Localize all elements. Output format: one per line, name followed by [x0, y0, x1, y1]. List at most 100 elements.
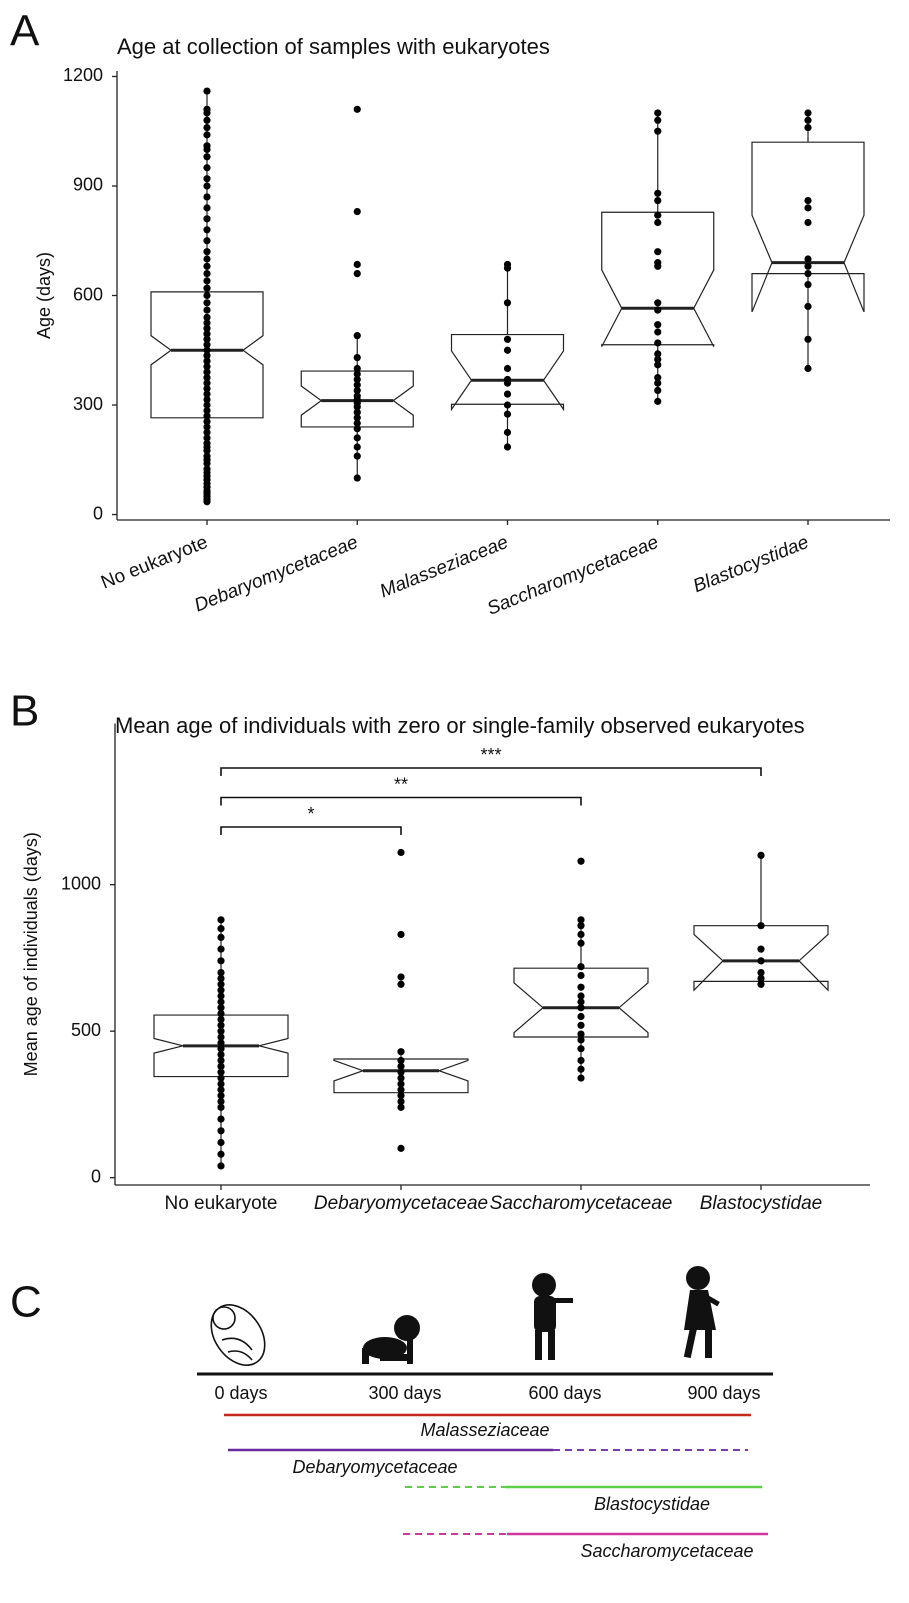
- data-point: [203, 116, 211, 124]
- data-point: [203, 204, 211, 212]
- data-point: [804, 196, 812, 205]
- data-point: [757, 974, 765, 983]
- x-tick-label: No eukaryote: [98, 532, 211, 594]
- data-point: [397, 1056, 405, 1065]
- data-point: [353, 408, 361, 416]
- data-point: [217, 1092, 225, 1100]
- data-point: [654, 218, 662, 227]
- data-point: [217, 1150, 225, 1158]
- y-tick-label: 600: [73, 284, 103, 304]
- data-point: [203, 368, 211, 376]
- data-point: [203, 379, 211, 387]
- data-point: [203, 412, 211, 420]
- data-point: [654, 397, 662, 405]
- family-label: Blastocystidae: [594, 1494, 710, 1514]
- data-point: [203, 434, 211, 442]
- data-point: [654, 248, 662, 256]
- data-point: [203, 324, 211, 332]
- data-point: [577, 1012, 585, 1021]
- data-point: [203, 341, 211, 349]
- data-point: [217, 945, 225, 953]
- data-point: [654, 386, 662, 395]
- data-point: [203, 363, 211, 371]
- data-point: [203, 357, 211, 365]
- data-point: [217, 974, 225, 983]
- data-point: [654, 350, 662, 358]
- data-point: [804, 364, 812, 373]
- data-point: [654, 127, 662, 135]
- data-point: [654, 189, 662, 197]
- data-point: [757, 968, 765, 977]
- data-point: [654, 109, 662, 117]
- data-point: [503, 346, 512, 354]
- panel-label: B: [10, 687, 39, 736]
- data-point: [217, 1039, 225, 1047]
- data-point: [503, 443, 512, 451]
- x-tick-label: No eukaryote: [164, 1193, 277, 1214]
- data-point: [503, 390, 512, 398]
- data-point: [577, 1004, 585, 1012]
- data-point: [353, 370, 361, 378]
- x-tick-label: Saccharomycetaceae: [490, 1193, 673, 1214]
- data-point: [577, 963, 585, 971]
- data-point: [397, 1086, 405, 1094]
- data-point: [217, 1004, 225, 1012]
- data-point: [654, 339, 662, 347]
- data-point: [804, 335, 812, 343]
- data-point: [503, 364, 512, 373]
- data-point: [503, 335, 512, 343]
- data-point: [217, 1051, 225, 1059]
- data-point: [353, 207, 361, 216]
- data-point: [203, 262, 211, 270]
- data-point: [217, 1080, 225, 1088]
- data-point: [577, 1056, 585, 1065]
- data-point: [203, 330, 211, 338]
- data-point: [804, 109, 812, 117]
- significance-bracket: [220, 826, 402, 835]
- data-point: [577, 1021, 585, 1029]
- data-point: [203, 346, 211, 354]
- data-point: [203, 182, 211, 190]
- data-point: [203, 352, 211, 360]
- chart-title: Age at collection of samples with eukary…: [117, 34, 550, 59]
- data-point: [353, 105, 361, 113]
- data-point: [203, 406, 211, 415]
- data-point: [353, 353, 361, 362]
- data-point: [577, 939, 585, 947]
- data-point: [203, 335, 211, 343]
- data-point: [654, 211, 662, 219]
- data-point: [203, 175, 211, 183]
- data-point: [654, 299, 662, 307]
- significance-label: **: [394, 774, 408, 794]
- data-point: [203, 164, 211, 172]
- data-point: [577, 971, 585, 980]
- x-tick-label: Malasseziaceae: [377, 532, 511, 603]
- x-tick-label: Blastocystidae: [690, 532, 811, 597]
- data-point: [654, 355, 662, 363]
- data-point: [203, 428, 211, 436]
- data-point: [397, 1144, 405, 1152]
- data-point: [757, 957, 765, 965]
- data-point: [203, 255, 211, 263]
- data-point: [757, 980, 765, 988]
- y-tick-label: 900: [73, 175, 103, 195]
- data-point: [353, 375, 361, 384]
- panel-label: C: [10, 1278, 42, 1327]
- data-point: [804, 116, 812, 124]
- data-point: [217, 1103, 225, 1111]
- significance-bracket: [220, 767, 762, 776]
- data-point: [217, 1097, 225, 1106]
- data-point: [353, 364, 361, 373]
- data-point: [217, 1009, 225, 1018]
- data-point: [654, 306, 662, 314]
- timeline-tick: 300 days: [368, 1383, 441, 1403]
- data-point: [397, 930, 405, 939]
- data-point: [217, 1115, 225, 1123]
- data-point: [757, 851, 765, 859]
- significance-bracket: [220, 796, 582, 806]
- data-point: [353, 452, 361, 460]
- chart-title: Mean age of individuals with zero or sin…: [115, 713, 805, 738]
- crawling-baby-icon: [362, 1315, 420, 1364]
- data-point: [577, 1065, 585, 1073]
